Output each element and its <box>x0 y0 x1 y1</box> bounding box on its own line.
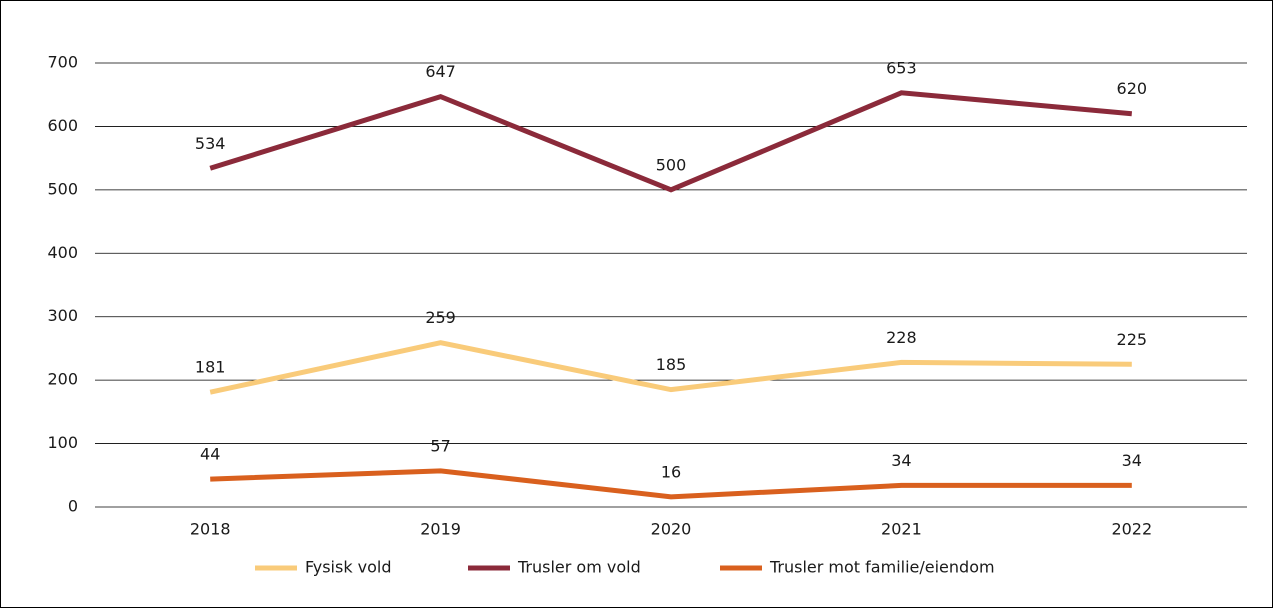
x-tick-label: 2020 <box>651 520 692 539</box>
data-label: 259 <box>425 308 456 327</box>
x-tick-label: 2018 <box>190 520 231 539</box>
legend-label: Trusler mot familie/eiendom <box>769 558 995 577</box>
data-label: 534 <box>195 134 226 153</box>
x-tick-label: 2021 <box>881 520 922 539</box>
data-label: 620 <box>1117 79 1148 98</box>
x-tick-label: 2022 <box>1111 520 1152 539</box>
y-tick-label: 600 <box>47 116 78 135</box>
data-label: 225 <box>1117 330 1148 349</box>
x-tick-label: 2019 <box>420 520 461 539</box>
data-label: 16 <box>661 462 681 481</box>
y-tick-label: 500 <box>47 179 78 198</box>
y-tick-label: 0 <box>68 497 78 516</box>
data-label: 647 <box>425 62 456 81</box>
series-line <box>210 468 1132 500</box>
y-tick-label: 400 <box>47 243 78 262</box>
legend-label: Fysisk vold <box>305 558 392 577</box>
data-label: 44 <box>200 445 220 464</box>
data-label: 653 <box>886 58 917 77</box>
y-tick-label: 100 <box>47 433 78 452</box>
data-label: 181 <box>195 358 226 377</box>
series-line <box>209 90 1133 193</box>
legend-label: Trusler om vold <box>517 558 641 577</box>
data-label: 228 <box>886 328 917 347</box>
y-tick-label: 700 <box>47 53 78 72</box>
series-line <box>209 340 1132 395</box>
data-label: 34 <box>891 451 911 470</box>
data-label: 185 <box>656 355 687 374</box>
data-label: 57 <box>430 436 450 455</box>
y-tick-label: 200 <box>47 370 78 389</box>
data-label: 500 <box>656 155 687 174</box>
data-label: 34 <box>1122 451 1142 470</box>
y-tick-label: 300 <box>47 306 78 325</box>
